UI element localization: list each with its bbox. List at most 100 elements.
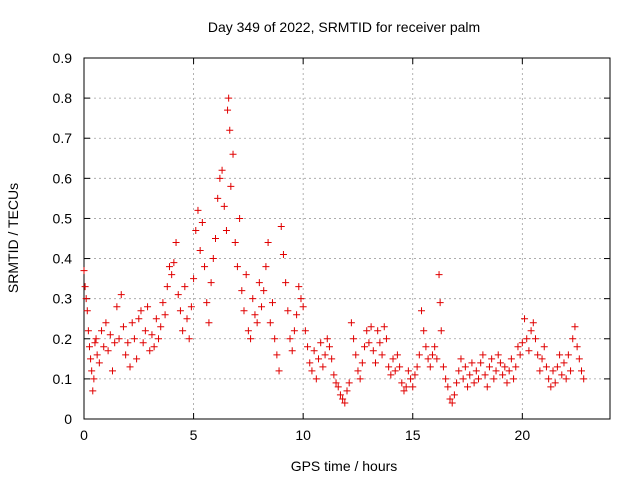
data-point	[102, 319, 110, 327]
data-point	[268, 299, 276, 307]
data-point	[385, 363, 393, 371]
data-point	[260, 287, 268, 295]
data-point	[367, 323, 375, 331]
data-point	[137, 307, 145, 315]
data-point	[323, 335, 331, 343]
data-point	[407, 375, 415, 383]
data-point	[238, 287, 246, 295]
data-point	[122, 351, 130, 359]
data-point	[157, 323, 165, 331]
data-point	[150, 343, 158, 351]
data-point	[192, 226, 200, 234]
data-point	[124, 339, 132, 347]
data-point	[345, 379, 353, 387]
data-point	[225, 94, 233, 102]
data-point	[499, 371, 507, 379]
y-tick-label: 0.4	[53, 251, 73, 267]
data-point	[433, 355, 441, 363]
data-point	[492, 367, 500, 375]
data-point	[455, 367, 463, 375]
x-tick-label: 5	[190, 427, 198, 443]
data-point	[198, 218, 206, 226]
data-point	[501, 363, 509, 371]
data-point	[507, 355, 515, 363]
data-point	[477, 359, 485, 367]
data-point	[525, 347, 533, 355]
y-axis-label: SRMTID / TECUs	[5, 183, 21, 293]
data-points	[80, 94, 588, 407]
data-point	[562, 375, 570, 383]
data-point	[205, 319, 213, 327]
data-point	[315, 355, 323, 363]
data-point	[222, 226, 230, 234]
data-point	[91, 339, 99, 347]
data-point	[398, 379, 406, 387]
data-point	[258, 303, 266, 311]
data-point	[490, 375, 498, 383]
data-point	[87, 355, 95, 363]
y-tick-label: 0.9	[53, 50, 73, 66]
data-point	[334, 383, 342, 391]
data-point	[393, 351, 401, 359]
data-point	[503, 379, 511, 387]
data-point	[341, 399, 349, 407]
data-point	[146, 347, 154, 355]
data-point	[361, 343, 369, 351]
data-point	[81, 283, 89, 291]
data-point	[244, 327, 252, 335]
data-point	[139, 339, 147, 347]
data-point	[106, 331, 114, 339]
data-point	[328, 355, 336, 363]
data-point	[374, 327, 382, 335]
data-point	[391, 367, 399, 375]
data-point	[286, 335, 294, 343]
data-point	[365, 339, 373, 347]
data-point	[115, 335, 123, 343]
data-point	[461, 363, 469, 371]
y-tick-label: 0.8	[53, 90, 73, 106]
data-point	[369, 347, 377, 355]
data-point	[262, 263, 270, 271]
data-point	[90, 375, 98, 383]
data-point	[253, 319, 261, 327]
data-point	[229, 150, 237, 158]
x-tick-label: 0	[80, 427, 88, 443]
data-point	[144, 303, 152, 311]
data-point	[560, 359, 568, 367]
data-point	[437, 327, 445, 335]
data-point	[531, 335, 539, 343]
data-point	[108, 367, 116, 375]
data-point	[308, 367, 316, 375]
data-point	[409, 383, 417, 391]
y-tick-label: 0.5	[53, 210, 73, 226]
data-point	[181, 283, 189, 291]
data-point	[209, 255, 217, 263]
data-point	[214, 194, 222, 202]
data-point	[148, 331, 156, 339]
data-point	[282, 279, 290, 287]
data-point	[380, 323, 388, 331]
data-point	[510, 375, 518, 383]
data-point	[92, 335, 100, 343]
data-point	[556, 351, 564, 359]
data-point	[231, 239, 239, 247]
data-point	[540, 343, 548, 351]
data-point	[527, 327, 535, 335]
data-point	[290, 327, 298, 335]
data-point	[547, 383, 555, 391]
data-point	[343, 387, 351, 395]
data-point	[196, 247, 204, 255]
data-point	[332, 379, 340, 387]
data-point	[470, 379, 478, 387]
data-point	[216, 174, 224, 182]
data-point	[558, 371, 566, 379]
data-point	[428, 351, 436, 359]
data-point	[330, 371, 338, 379]
data-point	[207, 279, 215, 287]
data-point	[464, 383, 472, 391]
data-point	[356, 375, 364, 383]
data-point	[185, 335, 193, 343]
data-point	[336, 391, 344, 399]
data-point	[516, 351, 524, 359]
